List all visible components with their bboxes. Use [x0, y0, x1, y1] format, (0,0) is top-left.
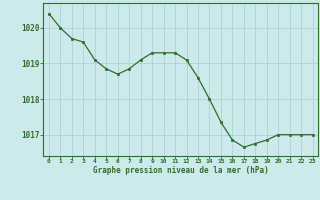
X-axis label: Graphe pression niveau de la mer (hPa): Graphe pression niveau de la mer (hPa) — [93, 166, 269, 175]
